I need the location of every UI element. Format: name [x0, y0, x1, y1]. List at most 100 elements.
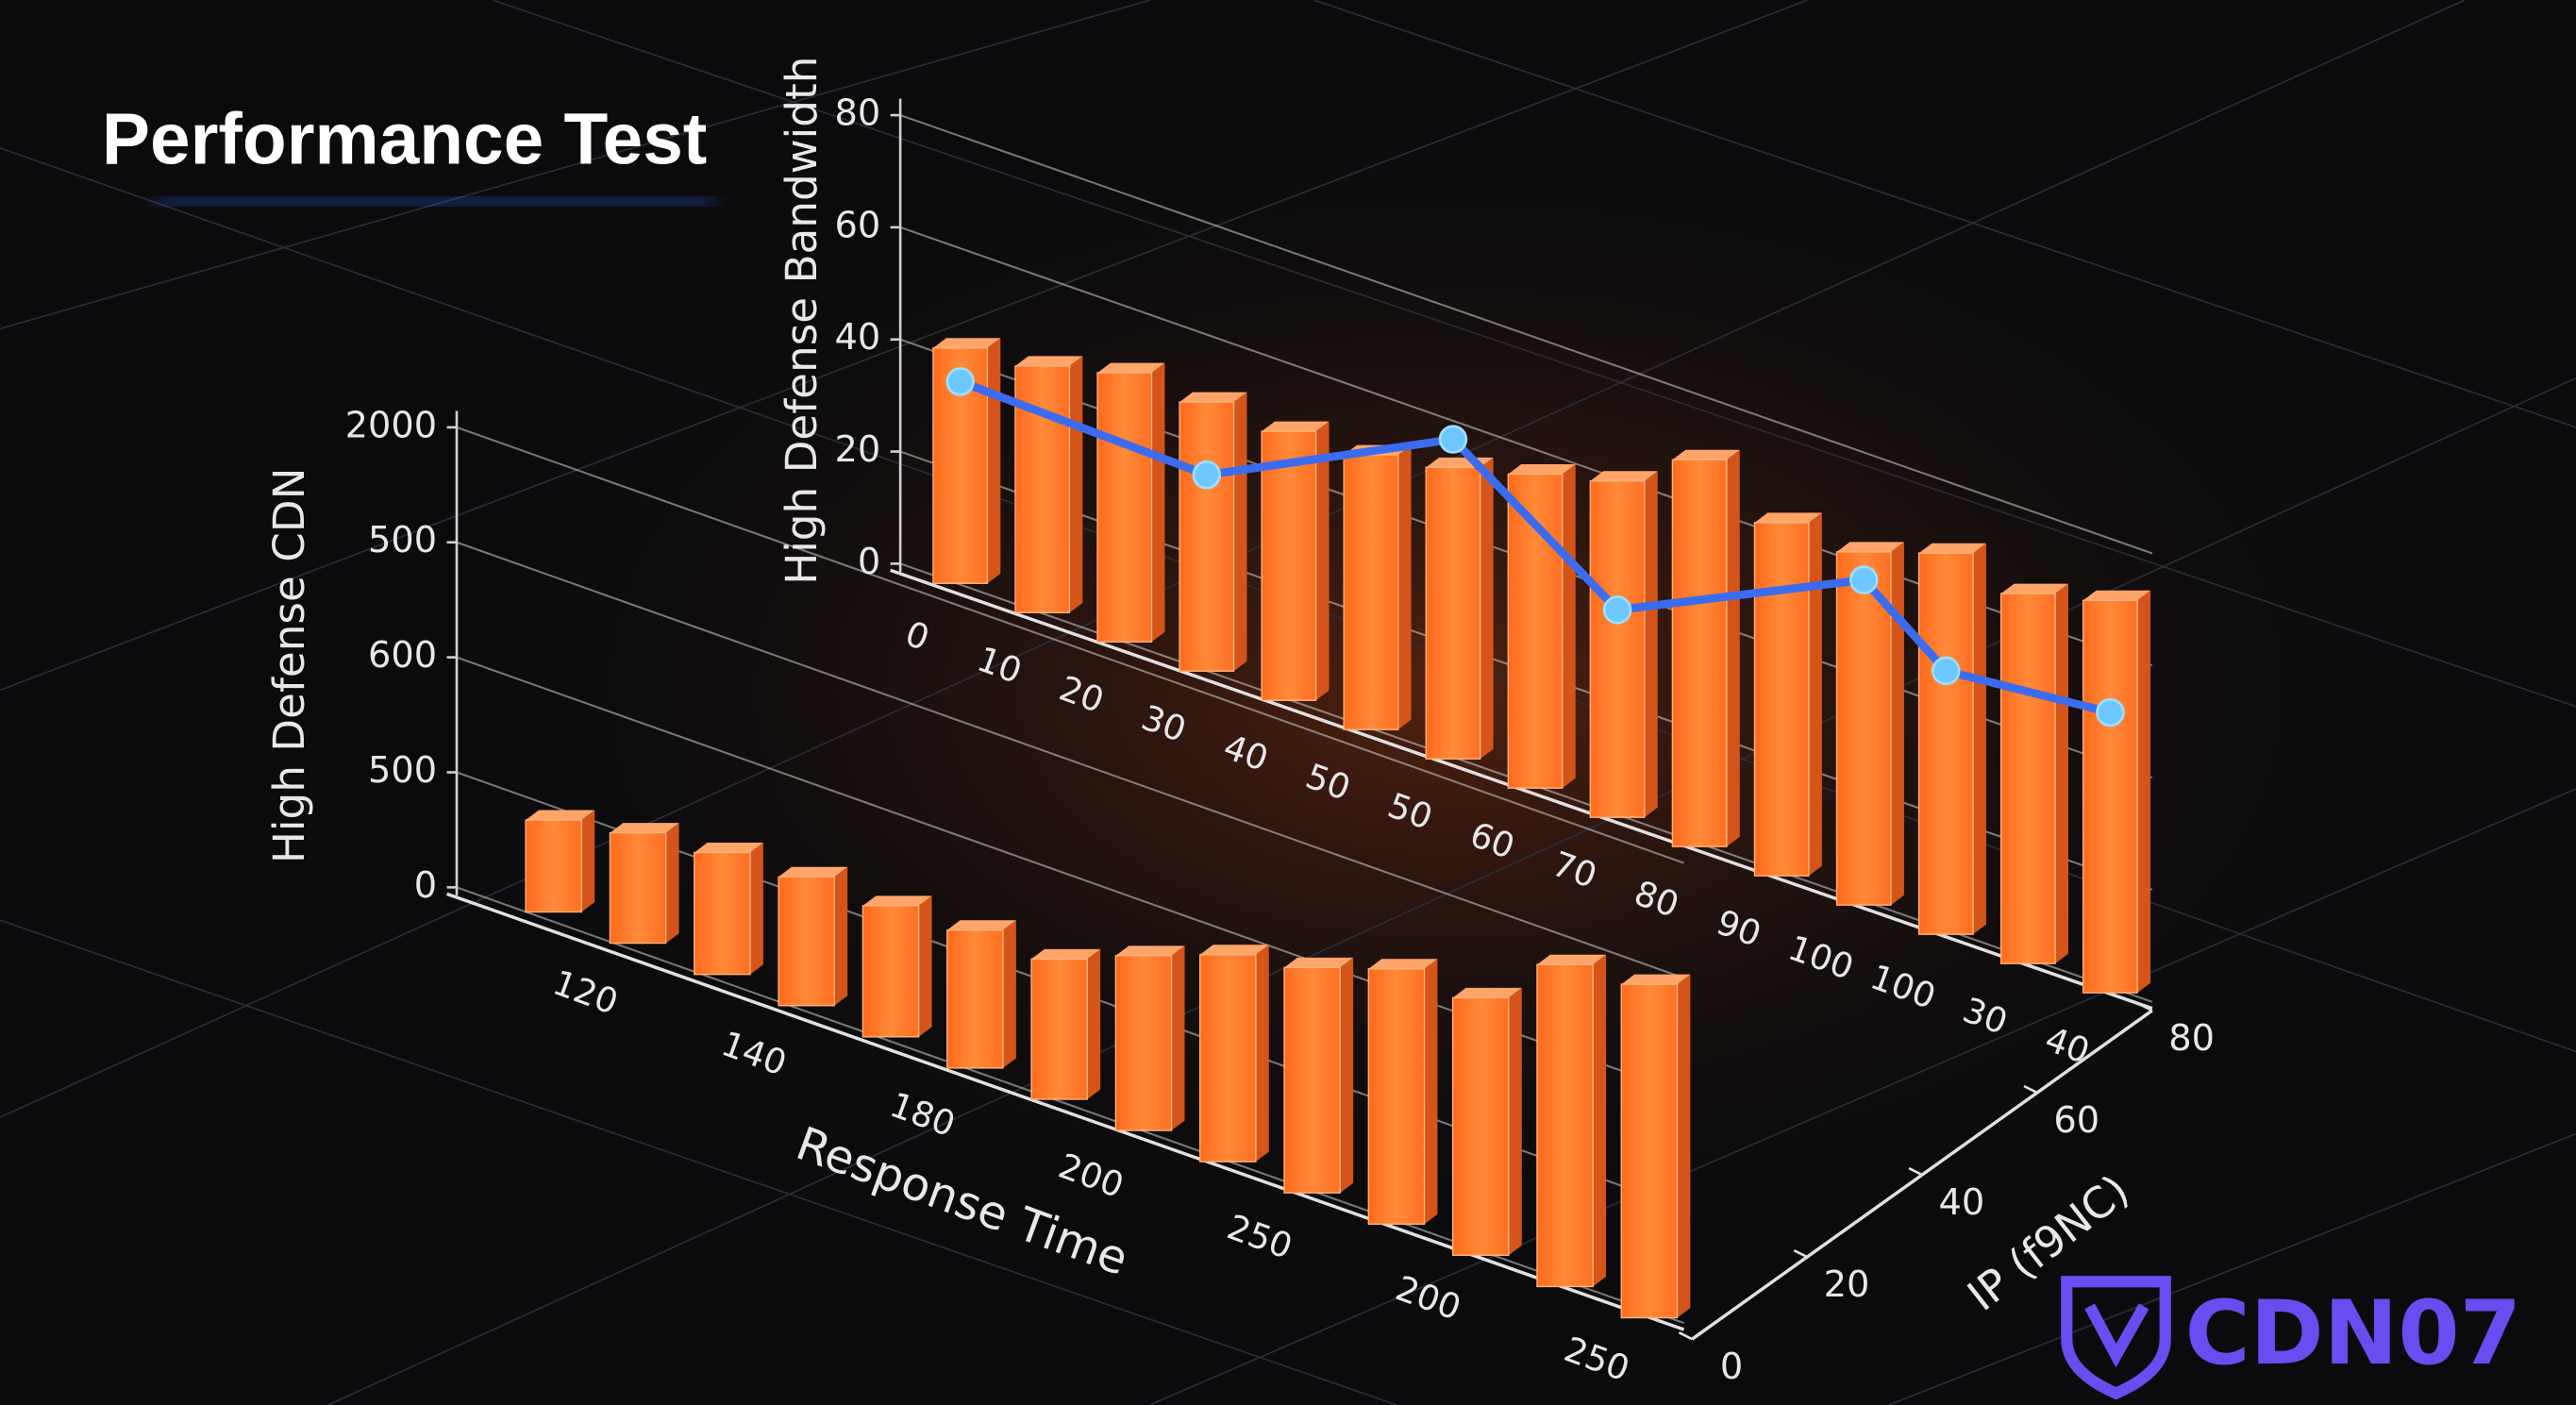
bar-top [778, 866, 848, 878]
bar-side [1593, 954, 1607, 1287]
tick-mark [1793, 1248, 1808, 1259]
bar-top [1836, 542, 1904, 552]
bar-top [1590, 471, 1658, 481]
y-tick-label: 0 [858, 541, 880, 583]
bar-top [1368, 959, 1438, 969]
x-axis [445, 892, 1685, 1331]
y-axis-label: High Defense Bandwidth [777, 57, 827, 585]
tick-mark [1678, 1331, 1693, 1341]
bar-top [1621, 974, 1691, 985]
chart-title: Performance Test [102, 100, 707, 180]
title-glow [156, 197, 715, 206]
bar-top [1097, 362, 1165, 374]
bar-top [1672, 449, 1740, 460]
bar-side [834, 866, 848, 1006]
bar [1198, 954, 1257, 1162]
bar-side [1315, 421, 1330, 701]
bar-top [1536, 954, 1607, 965]
tick-mark [1908, 1166, 1923, 1177]
bar-side [1644, 471, 1658, 818]
bar-top [1452, 987, 1522, 998]
bar [1261, 430, 1317, 701]
bar [2082, 599, 2138, 994]
bar [1753, 522, 1810, 877]
line-marker [1602, 595, 1632, 625]
bar [778, 876, 835, 1007]
bar [1620, 983, 1679, 1319]
bar [525, 819, 583, 913]
y-tick-label: 60 [834, 204, 880, 246]
bar-side [987, 338, 1001, 584]
bar-side [2055, 583, 2069, 964]
bar-top [1014, 356, 1083, 366]
bar-top [1283, 957, 1354, 968]
bar-side [1562, 464, 1576, 789]
bar-top [1918, 543, 1986, 554]
y-tick-label: 500 [368, 749, 437, 792]
bar-side [1002, 920, 1016, 1068]
bar [1536, 963, 1594, 1288]
bar-top [1115, 945, 1185, 956]
y-tick-label: 20 [834, 428, 880, 471]
bar-top [1199, 945, 1269, 955]
y-tick-label: 40 [834, 316, 880, 359]
bar [694, 851, 751, 976]
y-tick-label: 80 [834, 92, 880, 135]
bar-top [1179, 392, 1247, 403]
y-tick-label: 500 [368, 519, 437, 561]
z-tick-label: 60 [2053, 1099, 2099, 1142]
bar-side [2137, 590, 2151, 994]
bar-top [1031, 948, 1101, 960]
bar-side [1726, 449, 1740, 847]
bar-side [1480, 457, 1494, 760]
grid-line [899, 114, 2153, 555]
bar-top [1508, 464, 1576, 475]
bar-top [1262, 421, 1330, 432]
bar-side [1424, 959, 1438, 1225]
tick-mark [2138, 1002, 2153, 1012]
y-axis-label: High Defense CDN [264, 468, 314, 864]
bar-side [1233, 392, 1247, 672]
bar-top [932, 338, 1001, 348]
bar [1096, 372, 1153, 643]
bar-top [694, 843, 763, 853]
bar [1343, 454, 1399, 730]
bar [1917, 552, 1974, 935]
bar-top [946, 920, 1016, 930]
bar [1589, 480, 1646, 818]
z-tick-label: 80 [2168, 1017, 2215, 1060]
bar-side [1087, 948, 1101, 1099]
y-tick-label: 2000 [345, 404, 437, 446]
bar-side [1171, 945, 1185, 1131]
bar [609, 831, 667, 945]
line-marker [1438, 425, 1468, 454]
bar-top [1754, 512, 1822, 523]
bar [1835, 551, 1892, 906]
line-marker [2096, 697, 2125, 728]
bar-top [2083, 590, 2151, 601]
y-tick-label: 0 [414, 864, 437, 907]
logo-shield [2061, 1276, 2171, 1400]
bar [1114, 955, 1173, 1131]
bar-side [1808, 512, 1822, 877]
z-tick-label: 0 [1720, 1346, 1743, 1388]
bar-side [1973, 543, 1986, 935]
bar-top [2000, 583, 2069, 594]
x-axis [890, 568, 2153, 1011]
bar-side [665, 823, 679, 944]
grid-line [456, 426, 1684, 864]
bar-side [1255, 945, 1269, 1162]
bar-side [918, 895, 932, 1037]
bar-side [749, 843, 763, 975]
bar [1999, 593, 2056, 964]
y-tick-label: 600 [368, 634, 437, 677]
bar [946, 928, 1004, 1069]
bar [861, 905, 920, 1038]
line-marker [945, 367, 975, 396]
z-tick-label: 40 [1938, 1181, 1984, 1224]
line-marker [1849, 565, 1879, 594]
z-tick-label: 20 [1824, 1263, 1870, 1306]
bar [1671, 459, 1728, 847]
